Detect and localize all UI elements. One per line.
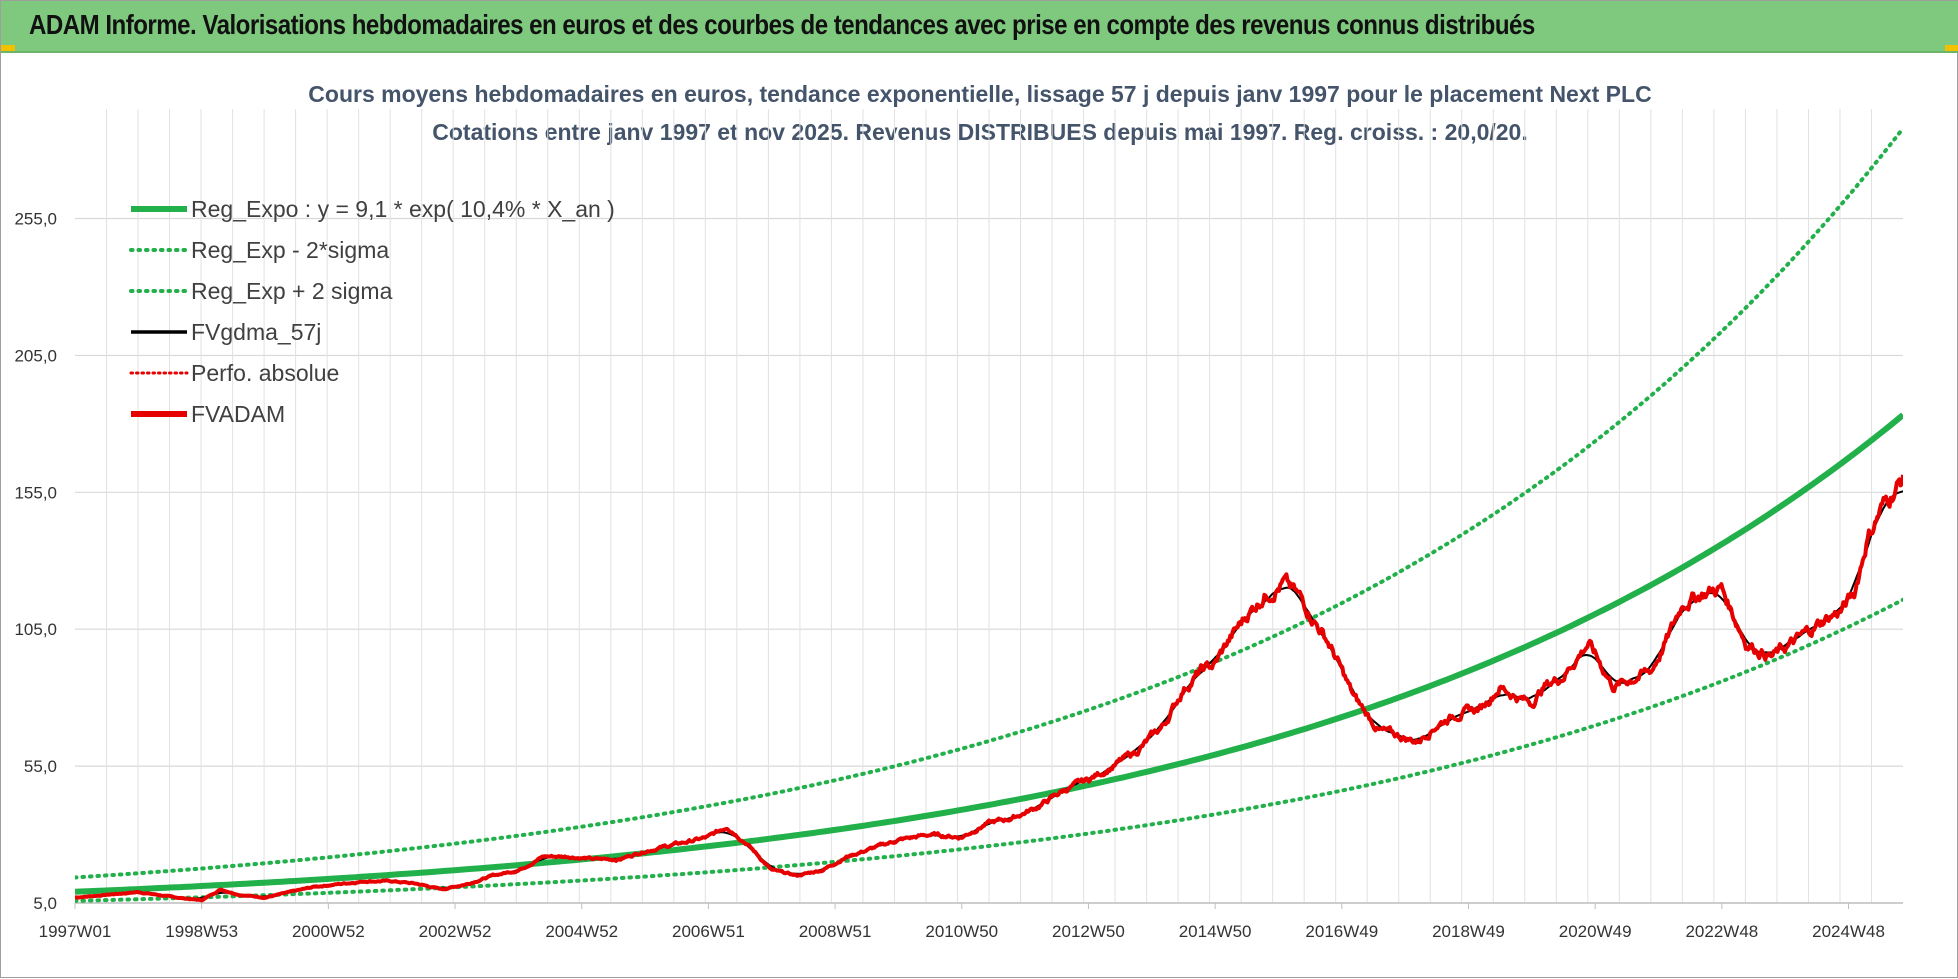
x-tick-label: 2016W49 bbox=[1305, 922, 1378, 941]
legend-label: Reg_Expo : y = 9,1 * exp( 10,4% * X_an ) bbox=[191, 196, 615, 222]
y-tick-label: 5,0 bbox=[33, 894, 57, 913]
series-line-lower-band bbox=[75, 597, 1903, 903]
x-tick-label: 2012W50 bbox=[1052, 922, 1125, 941]
x-tick-label: 2024W48 bbox=[1812, 922, 1885, 941]
y-tick-label: 55,0 bbox=[24, 757, 57, 776]
legend-label: Perfo. absolue bbox=[191, 360, 339, 386]
legend-label: FVADAM bbox=[191, 401, 285, 427]
y-tick-label: 205,0 bbox=[14, 346, 57, 365]
report-banner: ADAM Informe. Valorisations hebdomadaire… bbox=[1, 1, 1958, 53]
chart-title: Cours moyens hebdomadaires en euros, ten… bbox=[308, 81, 1652, 107]
legend-label: FVgdma_57j bbox=[191, 319, 321, 345]
series-line-reg-expo bbox=[75, 412, 1903, 895]
series-line-upper-band bbox=[75, 126, 1903, 880]
x-tick-label: 2022W48 bbox=[1685, 922, 1758, 941]
x-tick-label: 2020W49 bbox=[1559, 922, 1632, 941]
x-tick-label: 2002W52 bbox=[419, 922, 492, 941]
x-tick-label: 2014W50 bbox=[1179, 922, 1252, 941]
chart-subtitle: Cotations entre janv 1997 et nov 2025. R… bbox=[432, 119, 1528, 145]
x-tick-label: 2000W52 bbox=[292, 922, 365, 941]
legend-label: Reg_Exp - 2*sigma bbox=[191, 237, 389, 263]
x-tick-label: 2018W49 bbox=[1432, 922, 1505, 941]
y-tick-label: 105,0 bbox=[14, 620, 57, 639]
x-tick-label: 2008W51 bbox=[799, 922, 872, 941]
x-tick-label: 2006W51 bbox=[672, 922, 745, 941]
x-tick-label: 2010W50 bbox=[925, 922, 998, 941]
x-tick-label: 1997W01 bbox=[39, 922, 112, 941]
plot-area bbox=[75, 126, 1903, 903]
legend-label: Reg_Exp + 2 sigma bbox=[191, 278, 393, 304]
series-line-fvadam bbox=[75, 474, 1903, 903]
report-title: ADAM Informe. Valorisations hebdomadaire… bbox=[29, 9, 1535, 40]
x-tick-label: 2004W52 bbox=[545, 922, 618, 941]
corner-marker bbox=[1945, 45, 1958, 51]
y-tick-label: 155,0 bbox=[14, 483, 57, 502]
y-tick-label: 255,0 bbox=[14, 210, 57, 229]
corner-marker bbox=[1, 45, 15, 51]
x-tick-label: 1998W53 bbox=[165, 922, 238, 941]
